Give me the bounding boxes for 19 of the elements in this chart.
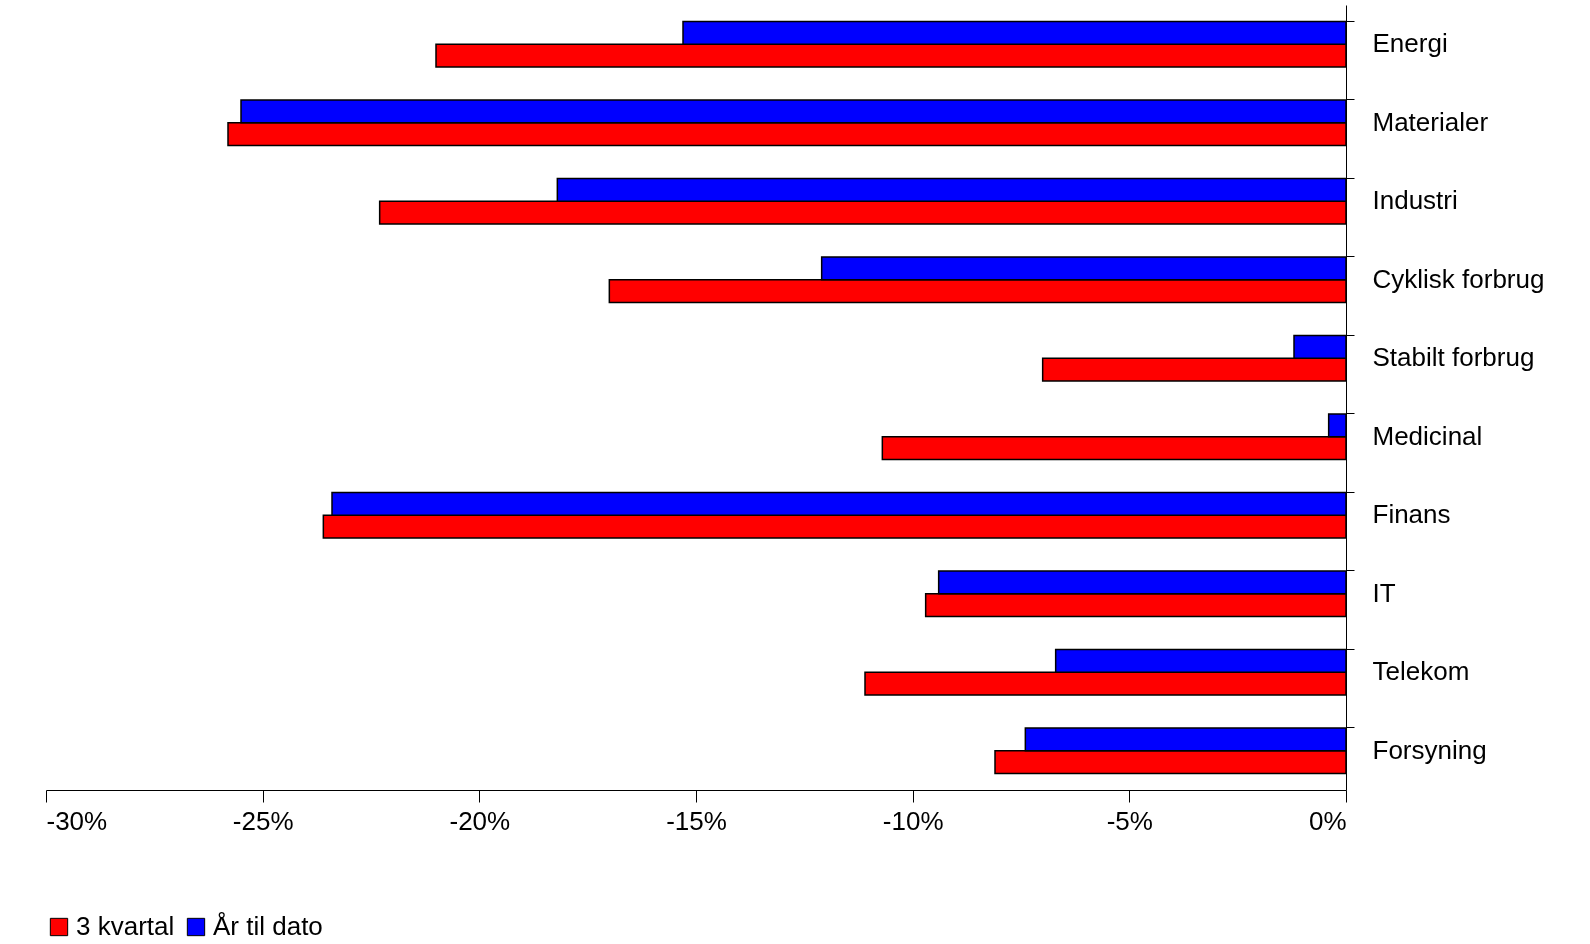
y-tick-label: Stabilt forbrug (1372, 342, 1535, 373)
y-tick-label: Finans (1372, 499, 1451, 530)
y-tick-label: Materialer (1372, 106, 1489, 137)
x-tick-label: -10% (882, 805, 944, 836)
x-tick-label: -5% (1106, 805, 1153, 836)
x-tick-label: -20% (449, 805, 511, 836)
y-tick-label: Industri (1372, 185, 1458, 216)
x-tick-label: 0% (1308, 805, 1347, 836)
x-tick-label: -25% (232, 805, 294, 836)
legend-label: År til dato (213, 911, 323, 941)
x-tick-label: -15% (666, 805, 727, 836)
y-tick-label: Energi (1372, 28, 1448, 59)
y-tick-label: Forsyning (1372, 734, 1487, 765)
y-tick-label: Medicinal (1372, 420, 1483, 451)
y-tick-label: IT (1372, 577, 1396, 608)
y-tick-label: Telekom (1372, 656, 1470, 687)
legend-label: 3 kvartal (76, 911, 175, 941)
y-tick-label: Cyklisk forbrug (1372, 263, 1545, 294)
x-tick-label: -30% (46, 805, 108, 836)
